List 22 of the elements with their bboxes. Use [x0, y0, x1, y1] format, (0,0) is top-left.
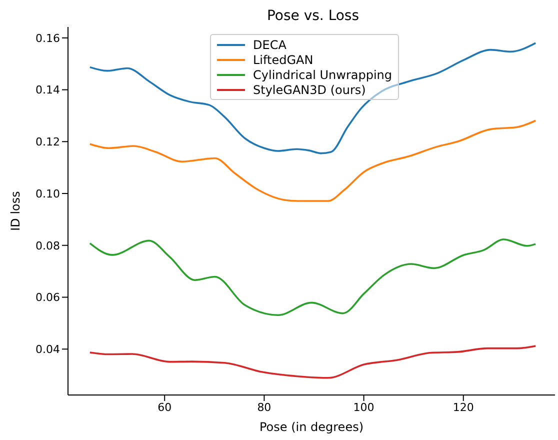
legend-label: DECA — [253, 38, 286, 52]
line-series — [89, 120, 536, 202]
y-tick-label: 0.16 — [36, 32, 60, 45]
x-tick-label: 80 — [257, 400, 272, 414]
x-tick-label: 100 — [353, 400, 374, 414]
x-tick-label: 60 — [158, 400, 172, 414]
legend-label: LiftedGAN — [253, 52, 314, 66]
line-series — [89, 238, 536, 316]
x-tick-label: 120 — [452, 400, 474, 414]
legend-label: Cylindrical Unwrapping — [253, 68, 392, 82]
y-tick-label: 0.14 — [36, 84, 60, 97]
x-axis-title: Pose (in degrees) — [259, 420, 364, 434]
y-tick-label: 0.08 — [36, 239, 60, 252]
y-tick-label: 0.06 — [36, 291, 60, 304]
y-tick-label: 0.12 — [36, 136, 60, 149]
chart-title: Pose vs. Loss — [266, 8, 360, 26]
line-series — [89, 345, 536, 379]
y-tick-label: 0.10 — [36, 187, 60, 200]
y-axis-title: ID loss — [8, 191, 22, 231]
y-tick-label: 0.04 — [36, 343, 60, 356]
line-series — [89, 42, 536, 154]
legend-label: StyleGAN3D (ours) — [253, 82, 366, 96]
